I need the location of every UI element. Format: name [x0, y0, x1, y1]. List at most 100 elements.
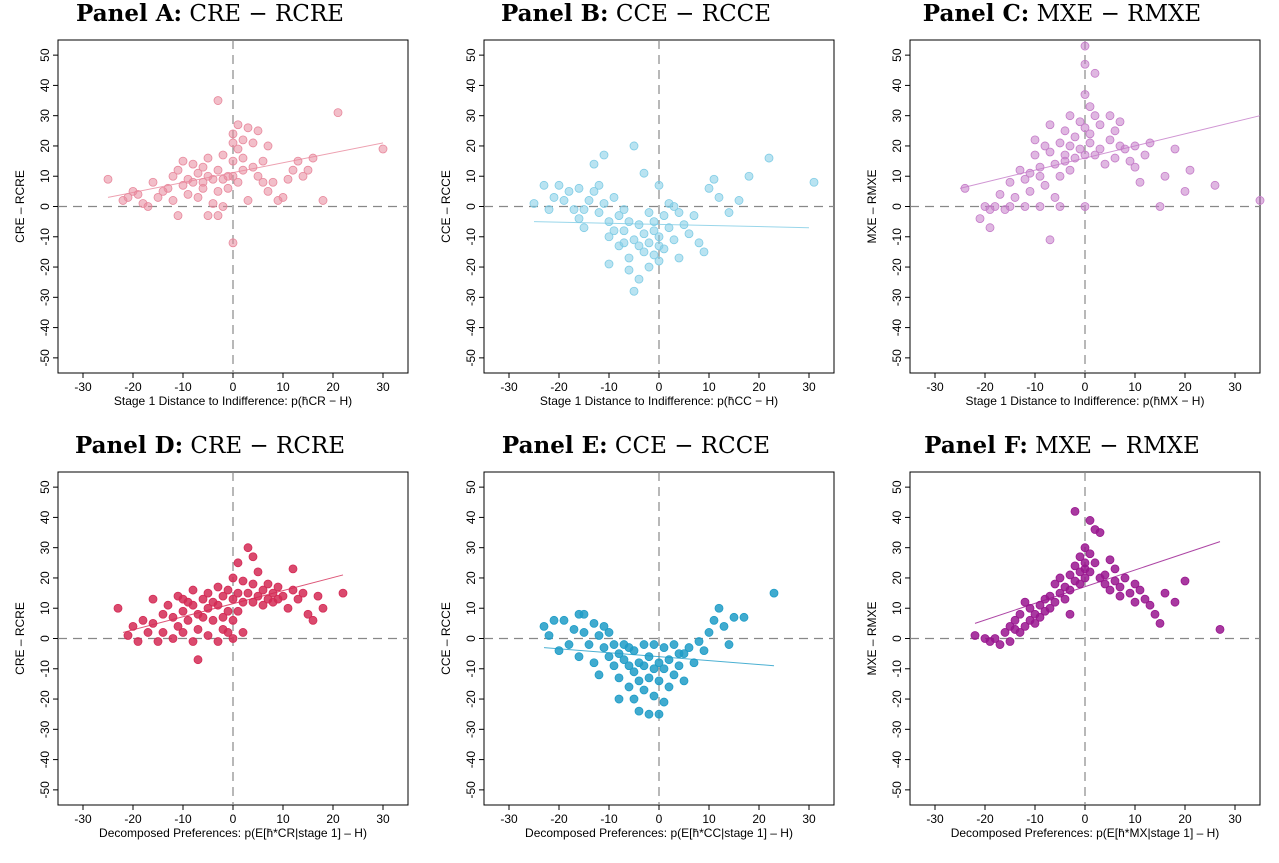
- data-point: [248, 579, 258, 589]
- data-point: [594, 208, 604, 217]
- data-point: [1050, 193, 1060, 202]
- data-point: [1025, 603, 1035, 613]
- y-tick-label: 40: [38, 78, 52, 92]
- y-tick-label: 10: [464, 169, 478, 183]
- y-tick-label: 10: [890, 169, 904, 183]
- data-point: [1095, 144, 1105, 154]
- data-point: [258, 600, 268, 610]
- panel-subtitle: MXE − RMXE: [1036, 1, 1202, 27]
- data-point: [308, 153, 318, 163]
- data-point: [233, 606, 243, 616]
- data-point: [674, 661, 684, 671]
- data-point: [584, 196, 594, 205]
- data-point: [1105, 585, 1115, 595]
- data-point: [1060, 126, 1070, 136]
- data-point: [228, 238, 238, 248]
- panel-b: Panel B: CCE − RCCE -30 -20 -10 0 10 20 30 -50-…: [426, 0, 846, 431]
- data-point: [1055, 138, 1065, 148]
- data-point: [188, 637, 198, 646]
- data-point: [654, 676, 664, 686]
- y-axis-title: CCE – RCCE: [439, 170, 453, 243]
- data-point: [1125, 156, 1135, 166]
- data-point: [594, 631, 604, 640]
- data-point: [975, 214, 985, 224]
- data-point: [1085, 138, 1095, 148]
- data-point: [243, 543, 253, 553]
- data-point: [554, 646, 564, 656]
- y-tick-label: -30: [38, 720, 52, 738]
- data-point: [1005, 202, 1015, 211]
- data-point: [303, 609, 313, 619]
- data-point: [574, 214, 584, 224]
- y-tick-label: 40: [464, 510, 478, 524]
- data-point: [729, 612, 739, 622]
- data-point: [168, 634, 178, 643]
- data-point: [218, 150, 228, 160]
- data-point: [198, 162, 208, 172]
- data-point: [1080, 123, 1090, 133]
- data-point: [148, 177, 158, 187]
- data-point: [609, 661, 619, 671]
- data-point: [649, 250, 659, 260]
- data-point: [148, 594, 158, 604]
- x-tick-label: 0: [656, 812, 663, 826]
- panel-subtitle: CCE − RCCE: [615, 1, 772, 27]
- data-point: [258, 585, 268, 595]
- data-point: [1065, 609, 1075, 619]
- y-tick-label: 10: [464, 601, 478, 615]
- y-tick-label: 0: [464, 203, 478, 210]
- x-tick-label: 10: [276, 380, 290, 394]
- data-point: [203, 631, 213, 640]
- data-point: [283, 603, 293, 613]
- data-point: [263, 186, 273, 196]
- data-point: [203, 153, 213, 163]
- data-point: [809, 177, 819, 187]
- data-point: [213, 211, 223, 220]
- panel-c: Panel C: MXE − RMXE -30 -20 -10 0 10 20 30 -50-…: [852, 0, 1272, 431]
- x-axis-title: Decomposed Preferences: p(E[h̄*CC|stage …: [525, 826, 793, 840]
- data-point: [985, 223, 995, 233]
- data-point: [1185, 165, 1195, 175]
- data-point: [213, 165, 223, 175]
- panel-title: Panel F: MXE − RMXE: [852, 432, 1272, 459]
- data-point: [238, 135, 248, 145]
- data-point: [1180, 576, 1190, 586]
- data-point: [529, 199, 539, 208]
- data-point: [1130, 597, 1140, 607]
- data-point: [228, 573, 238, 583]
- data-point: [158, 609, 168, 619]
- fit-line: [974, 541, 1221, 624]
- data-point: [1080, 41, 1090, 51]
- data-point: [669, 235, 679, 245]
- data-point: [995, 640, 1005, 649]
- x-tick-label: -20: [976, 812, 994, 826]
- x-axis-title: Stage 1 Distance to Indifference: p(h̄CC…: [540, 394, 778, 408]
- data-point: [679, 676, 689, 686]
- data-point: [338, 588, 348, 598]
- x-axis-title: Stage 1 Distance to Indifference: p(h̄MX…: [966, 394, 1205, 408]
- y-tick-label: -10: [890, 228, 904, 246]
- y-tick-label: 20: [38, 571, 52, 585]
- data-point: [995, 189, 1005, 199]
- data-point: [228, 615, 238, 625]
- data-point: [599, 621, 609, 631]
- y-tick-label: -40: [464, 751, 478, 769]
- data-point: [203, 211, 213, 220]
- data-point: [629, 286, 639, 296]
- y-tick-label: 40: [38, 510, 52, 524]
- data-point: [634, 274, 644, 284]
- data-point: [298, 171, 308, 181]
- x-tick-label: 0: [1082, 812, 1089, 826]
- y-tick-label: 20: [890, 571, 904, 585]
- data-point: [644, 238, 654, 248]
- data-point: [699, 247, 709, 257]
- data-point: [569, 625, 579, 634]
- data-point: [739, 612, 749, 622]
- x-tick-label: 20: [1178, 812, 1192, 826]
- data-point: [1090, 111, 1100, 121]
- data-point: [664, 223, 674, 233]
- data-point: [218, 612, 228, 622]
- data-point: [1055, 573, 1065, 583]
- data-point: [659, 244, 669, 254]
- panel-label: Panel C:: [922, 0, 1030, 27]
